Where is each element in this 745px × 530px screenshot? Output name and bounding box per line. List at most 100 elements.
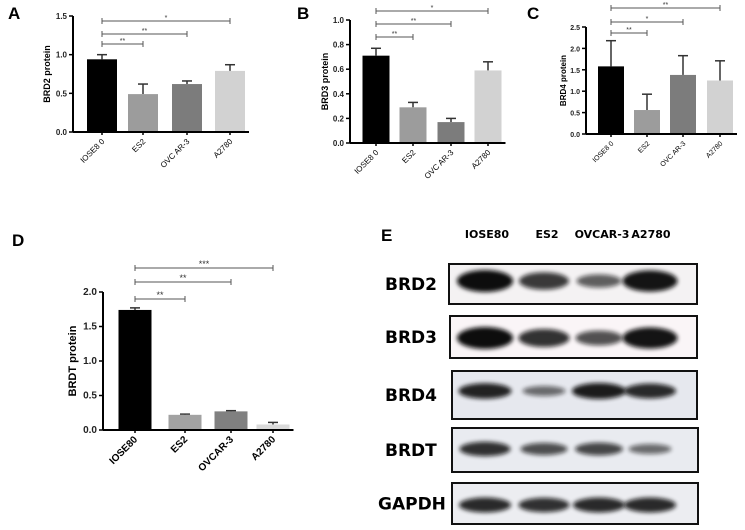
protein-band — [458, 383, 512, 399]
bar-2 — [634, 110, 660, 134]
significance-label: ** — [411, 18, 417, 25]
x-tick-label: OVC AR-3 — [159, 137, 192, 170]
panel-label: D — [12, 231, 24, 250]
y-tick-label: 0.5 — [56, 89, 68, 98]
y-tick-label: 1.5 — [83, 322, 97, 333]
y-tick-label: 1.5 — [56, 12, 68, 21]
x-tick-label: IOSE8 0 — [79, 137, 107, 165]
panel-label: A — [8, 4, 20, 23]
protein-band — [520, 442, 568, 456]
x-tick-label: ES2 — [637, 140, 651, 154]
panel-label: E — [381, 226, 392, 245]
y-tick-label: 1.0 — [83, 356, 97, 367]
protein-band — [457, 270, 513, 292]
protein-band — [622, 270, 678, 292]
y-tick-label: 0.2 — [333, 114, 345, 123]
bar-1 — [598, 66, 624, 134]
protein-band — [457, 327, 513, 349]
protein-band — [518, 329, 570, 347]
protein-band — [576, 274, 622, 288]
significance-label: *** — [199, 259, 210, 269]
bar-1 — [362, 55, 390, 143]
y-tick-label: 1.0 — [56, 51, 68, 60]
protein-band — [575, 442, 623, 456]
bar-2 — [128, 94, 158, 132]
bar-2 — [399, 107, 427, 143]
blot-panel-e: E IOSE80 ES2 OVCAR-3 A2780 BRD2 BRD3 BRD4 BRDT GA… — [378, 226, 699, 525]
bar-3 — [214, 411, 248, 430]
protein-band — [575, 330, 623, 346]
lane-label: ES2 — [535, 228, 558, 241]
protein-label: BRD3 — [385, 328, 437, 348]
y-tick-label: 0.5 — [570, 111, 580, 118]
protein-band — [519, 272, 569, 290]
x-tick-label: ES2 — [400, 148, 417, 165]
protein-band — [628, 444, 672, 454]
x-tick-label: OVCAR-3 — [197, 434, 237, 474]
x-tick-label: OVC AR-3 — [659, 140, 687, 168]
protein-band — [622, 327, 678, 349]
lane-label: IOSE80 — [465, 228, 510, 241]
blot-row-brd2: BRD2 — [385, 263, 698, 305]
protein-label: BRD2 — [385, 275, 437, 295]
protein-band — [624, 383, 676, 399]
protein-label: BRDT — [385, 441, 437, 461]
x-tick-label: A2780 — [705, 140, 724, 159]
y-axis-label: BRD4 protein — [559, 55, 568, 106]
x-tick-label: A2780 — [250, 434, 279, 463]
bar-4 — [707, 80, 733, 134]
chart-panel-c: C IOSE8 0 ES2 OVC AR-3 A2780 0.0 0.5 1.0 1.5 2.0 2… — [527, 2, 737, 169]
y-tick-label: 1.0 — [333, 16, 345, 25]
x-tick-label: A2780 — [212, 137, 235, 160]
y-tick-label: 1.5 — [570, 68, 580, 75]
significance-label: ** — [626, 27, 632, 34]
bar-4 — [474, 70, 502, 143]
x-tick-label: IOSE80 — [108, 434, 141, 467]
bar-2 — [168, 414, 202, 430]
lane-label: OVCAR-3 — [575, 228, 630, 241]
significance-label: ** — [179, 273, 187, 283]
protein-band — [459, 497, 511, 513]
significance-label: ** — [663, 2, 669, 9]
panel-label: C — [527, 4, 539, 23]
blot-row-brd4: BRD4 — [385, 370, 698, 420]
y-tick-label: 0.0 — [333, 139, 345, 148]
significance-label: * — [646, 16, 649, 23]
x-tick-label: A2780 — [470, 148, 493, 171]
protein-band — [573, 497, 625, 513]
significance-label: * — [165, 15, 168, 22]
y-tick-label: 2.5 — [570, 25, 580, 32]
chart-panel-d: D IOSE80 ES2 OVCAR-3 A2780 0.0 0.5 1.0 1.5 2.0 BRD… — [12, 231, 294, 474]
bar-3 — [670, 74, 696, 134]
y-tick-label: 1.0 — [570, 89, 580, 96]
protein-band — [459, 441, 511, 457]
significance-label: ** — [120, 38, 126, 45]
x-tick-label: ES2 — [169, 434, 190, 455]
protein-label: GAPDH — [378, 495, 446, 515]
y-tick-label: 0.0 — [570, 132, 580, 139]
x-tick-label: IOSE8 0 — [353, 148, 381, 176]
protein-band — [572, 382, 626, 400]
y-axis-label: BRDT protein — [67, 325, 79, 396]
protein-band — [522, 386, 566, 396]
bar-3 — [172, 84, 202, 132]
blot-row-brdt: BRDT — [385, 427, 699, 473]
significance-label: ** — [156, 290, 164, 300]
lane-label: A2780 — [631, 228, 670, 241]
y-tick-label: 2.0 — [570, 46, 580, 53]
significance-label: ** — [392, 31, 398, 38]
x-tick-label: OVC AR-3 — [423, 148, 456, 181]
bar-3 — [437, 122, 465, 143]
blot-row-brd3: BRD3 — [385, 315, 698, 359]
protein-label: BRD4 — [385, 386, 437, 406]
protein-band — [624, 497, 676, 513]
chart-panel-b: B IOSE8 0 ES2 OVC AR-3 A2780 0.0 0.2 0.4 0.6 0.8 1… — [297, 4, 506, 181]
y-tick-label: 0.4 — [333, 90, 345, 99]
significance-label: ** — [142, 28, 148, 35]
panel-label: B — [297, 4, 309, 23]
blot-row-gapdh: GAPDH — [378, 482, 699, 525]
y-tick-label: 0.0 — [83, 425, 97, 436]
protein-band — [518, 497, 570, 513]
y-axis-label: BRD3 protein — [320, 53, 330, 111]
